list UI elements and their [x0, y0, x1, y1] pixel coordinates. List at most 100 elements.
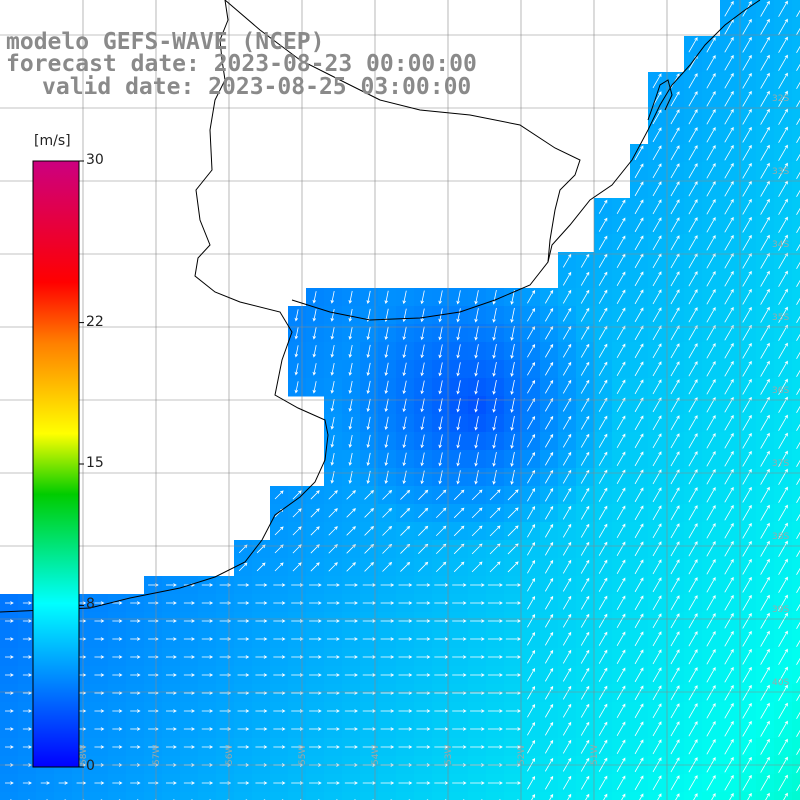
wind-arrow [598, 289, 608, 304]
wind-speed-cell [540, 792, 559, 800]
wind-arrow [724, 378, 734, 395]
wind-arrow [384, 344, 389, 359]
wind-arrow [470, 583, 485, 587]
wind-arrow [416, 781, 431, 785]
wind-arrow [309, 601, 322, 605]
wind-arrow [384, 290, 389, 305]
wind-arrow [474, 452, 479, 467]
wind-arrow [657, 793, 662, 800]
wind-arrow [400, 525, 411, 536]
wind-arrow [527, 289, 536, 304]
wind-arrow [706, 775, 716, 791]
wind-arrow [562, 451, 572, 466]
wind-arrow [544, 595, 554, 610]
wind-arrow [237, 727, 250, 731]
wind-arrow [201, 601, 214, 605]
wind-speed-cell [36, 792, 55, 800]
wind-arrow [474, 326, 479, 341]
wind-arrow [688, 775, 698, 791]
wind-arrow [580, 325, 590, 340]
wind-arrow [398, 745, 413, 749]
coastline-main [0, 0, 329, 613]
wind-arrow [688, 181, 698, 197]
wind-arrow [724, 162, 734, 179]
wind-arrow [724, 702, 734, 719]
wind-arrow [366, 416, 371, 430]
colorbar-tick-label: 15 [86, 455, 104, 471]
wind-arrow [796, 459, 800, 467]
wind-arrow [112, 601, 123, 605]
wind-arrow [652, 739, 662, 755]
wind-arrow [706, 523, 716, 539]
wind-arrow [670, 91, 680, 107]
wind-arrow [603, 793, 608, 800]
wind-arrow [742, 720, 752, 737]
wind-arrow [544, 559, 554, 574]
wind-speed-cell [792, 414, 800, 433]
wind-arrow [634, 361, 644, 377]
wind-speed-cell [792, 486, 800, 505]
wind-arrow [706, 541, 716, 557]
wind-arrow [796, 387, 800, 395]
wind-arrow [416, 583, 431, 587]
wind-arrow [598, 487, 608, 502]
coastline-uruguay [291, 0, 761, 321]
wind-arrow [416, 655, 431, 659]
wind-arrow [398, 673, 413, 677]
wind-arrow [598, 631, 608, 646]
wind-arrow [492, 398, 497, 413]
coastline-patos [647, 79, 673, 121]
wind-arrow [112, 655, 123, 659]
wind-arrow [742, 666, 752, 683]
wind-arrow [527, 685, 536, 700]
wind-arrow [544, 307, 554, 322]
wind-arrow [760, 504, 770, 521]
wind-arrow [562, 721, 572, 736]
wind-arrow [165, 745, 177, 749]
wind-arrow [796, 747, 800, 755]
wind-arrow [416, 601, 431, 605]
wind-arrow [670, 739, 680, 755]
wind-arrow [510, 307, 515, 323]
wind-arrow [470, 745, 485, 749]
wind-arrow [796, 603, 800, 611]
wind-arrow [670, 181, 680, 197]
wind-arrow [505, 637, 521, 641]
wind-arrow [456, 434, 461, 449]
wind-arrow [760, 306, 770, 323]
wind-arrow [487, 601, 503, 605]
wind-arrow [706, 631, 716, 647]
wind-arrow [706, 145, 716, 161]
wind-arrow [330, 309, 335, 322]
wind-arrow [474, 434, 479, 449]
wind-arrow [760, 108, 770, 125]
wind-arrow [527, 613, 536, 628]
wind-arrow [580, 667, 590, 682]
wind-arrow [796, 63, 800, 71]
wind-arrow [562, 253, 572, 268]
wind-arrow [416, 727, 431, 731]
wind-arrow [326, 781, 340, 785]
wind-arrow [778, 702, 788, 719]
wind-arrow [580, 631, 590, 646]
wind-arrow [527, 649, 536, 664]
wind-arrow [706, 613, 716, 629]
wind-arrow [778, 558, 788, 575]
wind-arrow [420, 326, 425, 341]
wind-arrow [183, 709, 195, 713]
wind-arrow [22, 637, 32, 641]
wind-arrow [796, 639, 800, 647]
wind-speed-cell [126, 792, 145, 800]
wind-arrow [380, 637, 395, 641]
wind-arrow [487, 619, 503, 623]
wind-arrow [201, 583, 214, 587]
wind-arrow [255, 601, 268, 605]
wind-arrow [420, 308, 425, 323]
wind-arrow [652, 559, 662, 575]
wind-arrow [634, 271, 644, 287]
wind-arrow [94, 709, 105, 713]
wind-arrow [706, 469, 716, 485]
wind-arrow [760, 522, 770, 539]
wind-arrow [527, 415, 536, 430]
wind-arrow [452, 781, 467, 785]
